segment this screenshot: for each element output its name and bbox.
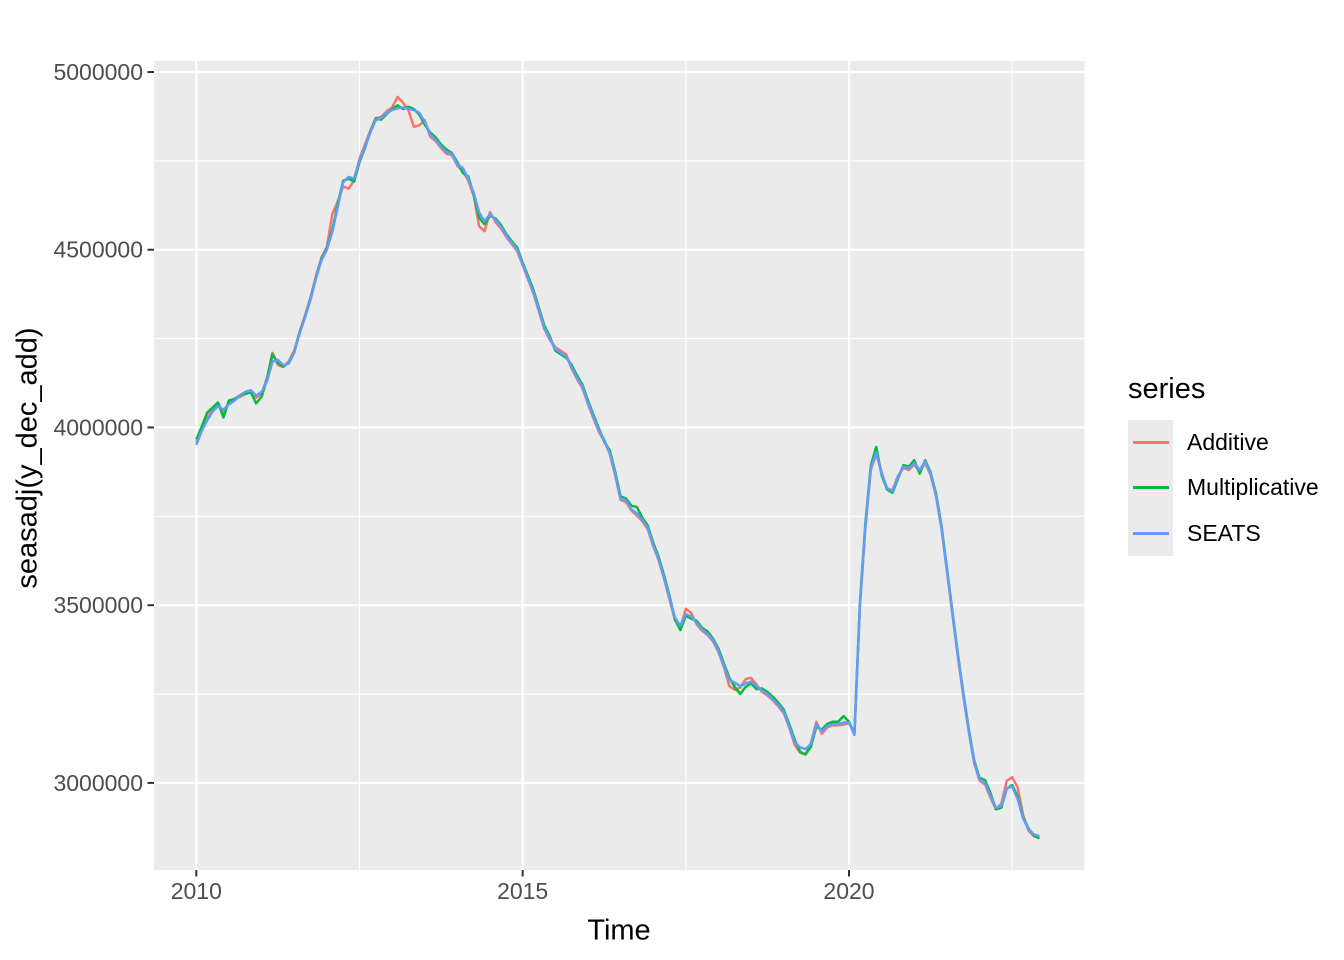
y-tick-label-4500000: 4500000 <box>53 237 143 263</box>
legend-item-seats: SEATS <box>1128 510 1319 556</box>
legend-item-additive: Additive <box>1128 420 1319 466</box>
legend-title: series <box>1128 373 1206 405</box>
legend-label-additive: Additive <box>1187 429 1269 456</box>
y-axis-title: seasadj(y_dec_add) <box>11 327 44 589</box>
x-tick-label-2010: 2010 <box>171 878 222 904</box>
legend-line-sample-additive <box>1132 441 1169 445</box>
legend-key-swatch <box>1128 420 1173 466</box>
legend-line-sample-seats <box>1132 531 1169 535</box>
plot-panel-background <box>154 61 1085 870</box>
y-tick-label-4000000: 4000000 <box>53 414 143 440</box>
x-tick-label-2020: 2020 <box>823 878 874 904</box>
legend-key-swatch <box>1128 465 1173 511</box>
x-tick-label-2015: 2015 <box>497 878 548 904</box>
y-tick-label-3000000: 3000000 <box>53 770 143 796</box>
legend-line-sample-multiplicative <box>1132 486 1169 490</box>
y-tick-label-5000000: 5000000 <box>53 59 143 85</box>
y-tick-label-3500000: 3500000 <box>53 592 143 618</box>
legend-items: Additive Multiplicative SEATS <box>1128 420 1319 556</box>
series-line-seats <box>195 106 1040 838</box>
legend-label-seats: SEATS <box>1187 519 1261 546</box>
x-axis-title: Time <box>587 914 651 947</box>
legend-item-multiplicative: Multiplicative <box>1128 465 1319 511</box>
legend-label-multiplicative: Multiplicative <box>1187 474 1319 501</box>
legend-key-swatch <box>1128 510 1173 556</box>
legend: series Additive Multiplicative SEATS <box>1128 372 1319 556</box>
